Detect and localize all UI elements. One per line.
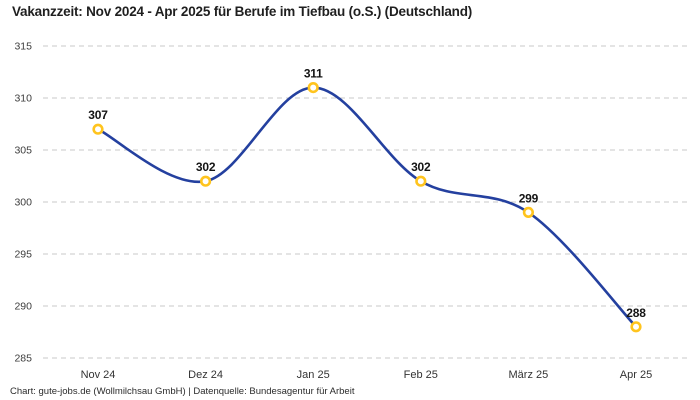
data-point-label: 311 (304, 67, 323, 81)
y-axis-tick-label: 285 (14, 353, 32, 365)
y-axis-tick-label: 300 (14, 197, 32, 209)
data-point-marker (522, 206, 535, 218)
data-point-marker (92, 123, 104, 135)
y-axis-tick-label: 315 (14, 41, 32, 53)
data-point-marker (307, 81, 319, 94)
y-axis-tick-label: 290 (14, 301, 32, 313)
x-axis-tick-label: Jan 25 (297, 369, 330, 381)
data-point-label: 299 (519, 191, 539, 205)
x-axis-tick-label: Dez 24 (188, 369, 223, 381)
chart-title: Vakanzzeit: Nov 2024 - Apr 2025 für Beru… (12, 4, 473, 19)
data-series-line (96, 86, 638, 329)
data-point-label: 302 (196, 160, 216, 174)
data-point-marker (415, 175, 427, 187)
x-axis-tick-label: Feb 25 (404, 369, 438, 381)
data-point-marker (200, 175, 212, 187)
data-point-marker (630, 321, 642, 333)
data-point-label: 288 (626, 306, 646, 320)
x-axis-tick-label: Nov 24 (81, 369, 116, 381)
data-point-label: 302 (411, 160, 431, 174)
x-axis-tick-label: März 25 (509, 369, 549, 381)
y-axis-tick-label: 310 (14, 93, 32, 105)
y-axis-tick-label: 295 (14, 249, 32, 261)
x-axis-tick-label: Apr 25 (620, 369, 652, 381)
data-point-label: 307 (88, 108, 108, 122)
chart-source-credit: Chart: gute-jobs.de (Wollmilchsau GmbH) … (10, 386, 355, 397)
y-axis-tick-label: 305 (14, 145, 32, 157)
